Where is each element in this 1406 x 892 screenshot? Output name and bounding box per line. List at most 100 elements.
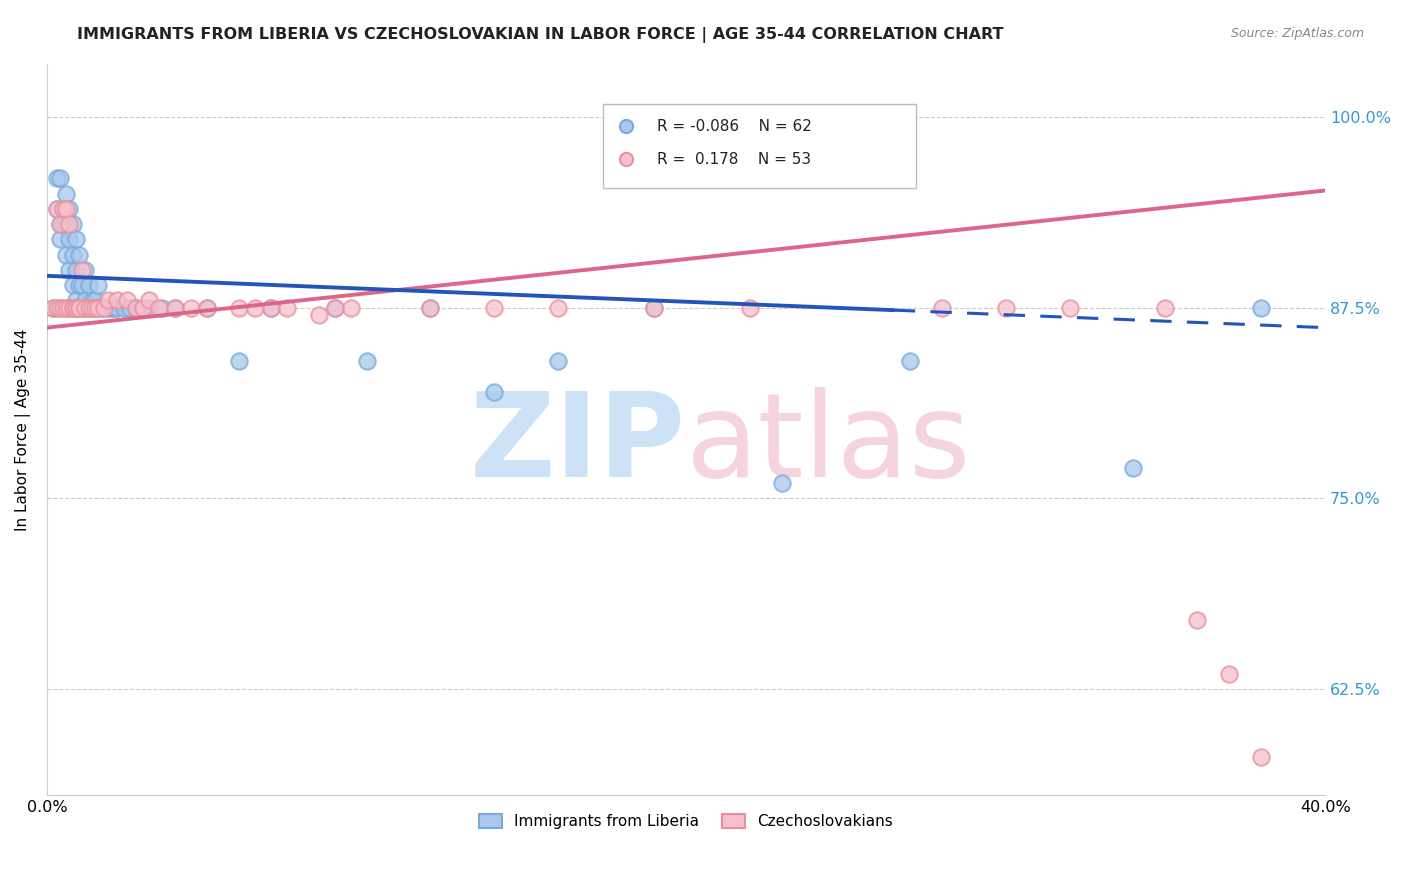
Point xyxy=(52,217,75,231)
Text: IMMIGRANTS FROM LIBERIA VS CZECHOSLOVAKIAN IN LABOR FORCE | AGE 35-44 CORRELATIO: IMMIGRANTS FROM LIBERIA VS CZECHOSLOVAKI… xyxy=(77,27,1004,43)
Point xyxy=(45,301,67,315)
Point xyxy=(738,301,761,315)
Point xyxy=(898,354,921,368)
Point xyxy=(97,301,120,315)
Point xyxy=(77,301,100,315)
Point xyxy=(1250,301,1272,315)
Point xyxy=(339,301,361,315)
Point xyxy=(1122,460,1144,475)
Point xyxy=(87,301,110,315)
Point xyxy=(70,301,93,315)
Point xyxy=(105,293,128,308)
Point xyxy=(58,301,80,315)
Point xyxy=(67,277,90,292)
Text: R =  0.178    N = 53: R = 0.178 N = 53 xyxy=(657,152,811,167)
Point xyxy=(67,301,90,315)
Point xyxy=(125,301,148,315)
Point xyxy=(80,301,103,315)
Point xyxy=(45,202,67,216)
Point xyxy=(138,301,160,315)
Point xyxy=(83,301,105,315)
Point xyxy=(1218,666,1240,681)
Point xyxy=(65,301,87,315)
Point xyxy=(70,262,93,277)
Point xyxy=(228,301,250,315)
Point xyxy=(419,301,441,315)
Point xyxy=(75,301,97,315)
Point xyxy=(62,277,84,292)
Point xyxy=(75,301,97,315)
Point xyxy=(132,301,155,315)
Point xyxy=(62,301,84,315)
Point xyxy=(97,293,120,308)
Point xyxy=(48,217,70,231)
Point xyxy=(180,301,202,315)
Point xyxy=(45,202,67,216)
Point xyxy=(52,202,75,216)
Point xyxy=(148,301,170,315)
Point xyxy=(195,301,218,315)
Point xyxy=(323,301,346,315)
Point xyxy=(994,301,1017,315)
Point xyxy=(45,171,67,186)
Point xyxy=(195,301,218,315)
Point xyxy=(105,301,128,315)
Point xyxy=(48,217,70,231)
Point xyxy=(70,277,93,292)
Point xyxy=(419,301,441,315)
Point xyxy=(80,293,103,308)
Point xyxy=(55,217,77,231)
Point xyxy=(52,202,75,216)
Point xyxy=(55,247,77,261)
Point xyxy=(62,217,84,231)
Point xyxy=(80,301,103,315)
Point xyxy=(58,217,80,231)
FancyBboxPatch shape xyxy=(603,104,917,188)
Point xyxy=(67,301,90,315)
Point xyxy=(55,186,77,201)
Point xyxy=(125,301,148,315)
Point xyxy=(112,301,135,315)
Point xyxy=(132,301,155,315)
Point xyxy=(77,301,100,315)
Point xyxy=(243,301,266,315)
Point xyxy=(65,293,87,308)
Point xyxy=(547,301,569,315)
Text: atlas: atlas xyxy=(686,387,972,502)
Point xyxy=(770,476,793,491)
Point xyxy=(83,293,105,308)
Point xyxy=(83,301,105,315)
Point xyxy=(163,301,186,315)
Point xyxy=(58,232,80,246)
Point xyxy=(323,301,346,315)
Point xyxy=(42,301,65,315)
Point xyxy=(150,301,173,315)
Point xyxy=(484,301,506,315)
Point xyxy=(163,301,186,315)
Y-axis label: In Labor Force | Age 35-44: In Labor Force | Age 35-44 xyxy=(15,328,31,531)
Point xyxy=(93,301,115,315)
Point xyxy=(115,293,138,308)
Text: Source: ZipAtlas.com: Source: ZipAtlas.com xyxy=(1230,27,1364,40)
Point xyxy=(308,309,330,323)
Point xyxy=(48,301,70,315)
Point xyxy=(100,301,122,315)
Point xyxy=(931,301,953,315)
Point xyxy=(643,301,665,315)
Point xyxy=(87,301,110,315)
Point xyxy=(93,301,115,315)
Point xyxy=(547,354,569,368)
Point xyxy=(48,232,70,246)
Point xyxy=(87,277,110,292)
Point xyxy=(1187,613,1209,627)
Legend: Immigrants from Liberia, Czechoslovakians: Immigrants from Liberia, Czechoslovakian… xyxy=(472,808,900,835)
Point xyxy=(67,301,90,315)
Text: R = -0.086    N = 62: R = -0.086 N = 62 xyxy=(657,119,811,134)
Point xyxy=(77,277,100,292)
Point xyxy=(643,301,665,315)
Point xyxy=(65,232,87,246)
Point xyxy=(58,262,80,277)
Point xyxy=(1250,750,1272,764)
Point xyxy=(259,301,281,315)
Point xyxy=(67,247,90,261)
